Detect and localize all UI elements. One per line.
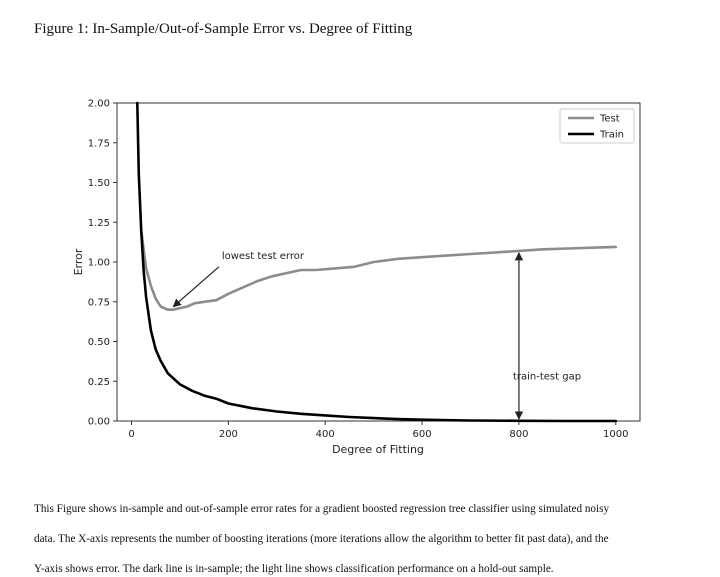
y-tick-label: 0.00	[88, 417, 110, 428]
legend: Test Train	[559, 108, 635, 144]
caption-line: This Figure shows in-sample and out-of-s…	[34, 503, 610, 515]
annotation-arrow	[172, 266, 220, 308]
caption-line: data. The X-axis represents the number o…	[34, 533, 609, 545]
x-tick-label: 600	[413, 429, 432, 440]
caption: This Figure shows in-sample and out-of-s…	[34, 487, 706, 577]
series-line-test	[139, 228, 618, 312]
y-tick-label: 1.50	[88, 178, 110, 189]
y-tick-label: 0.75	[88, 297, 110, 308]
y-tick-label: 1.75	[88, 138, 110, 149]
y-axis-title: Error	[72, 248, 85, 275]
caption-line: Y-axis shows error. The dark line is in-…	[34, 563, 554, 575]
y-tick-label: 2.00	[88, 99, 110, 110]
y-tick-label: 1.00	[88, 258, 110, 269]
y-tick-label: 0.25	[88, 377, 110, 388]
x-axis-title: Degree of Fitting	[332, 443, 424, 456]
figure-title: Figure 1: In-Sample/Out-of-Sample Error …	[34, 21, 413, 37]
series-line-train	[136, 101, 618, 423]
error-chart: 0.00 0.25 0.50 0.75 1.00 1.25 1.50 1.75 2.00 0 20…	[72, 99, 641, 456]
x-tick-label: 1000	[603, 429, 628, 440]
legend-label-train: Train	[599, 130, 624, 141]
y-tick-label: 1.25	[88, 218, 110, 229]
x-tick-label: 0	[128, 429, 134, 440]
x-tick-label: 200	[219, 429, 238, 440]
y-tick-label: 0.50	[88, 337, 110, 348]
annotation-train-test-gap: train-test gap	[513, 372, 581, 383]
legend-label-test: Test	[599, 114, 620, 125]
x-tick-label: 800	[509, 429, 528, 440]
annotation-lowest-test-error: lowest test error	[222, 251, 305, 262]
x-tick-label: 400	[316, 429, 335, 440]
